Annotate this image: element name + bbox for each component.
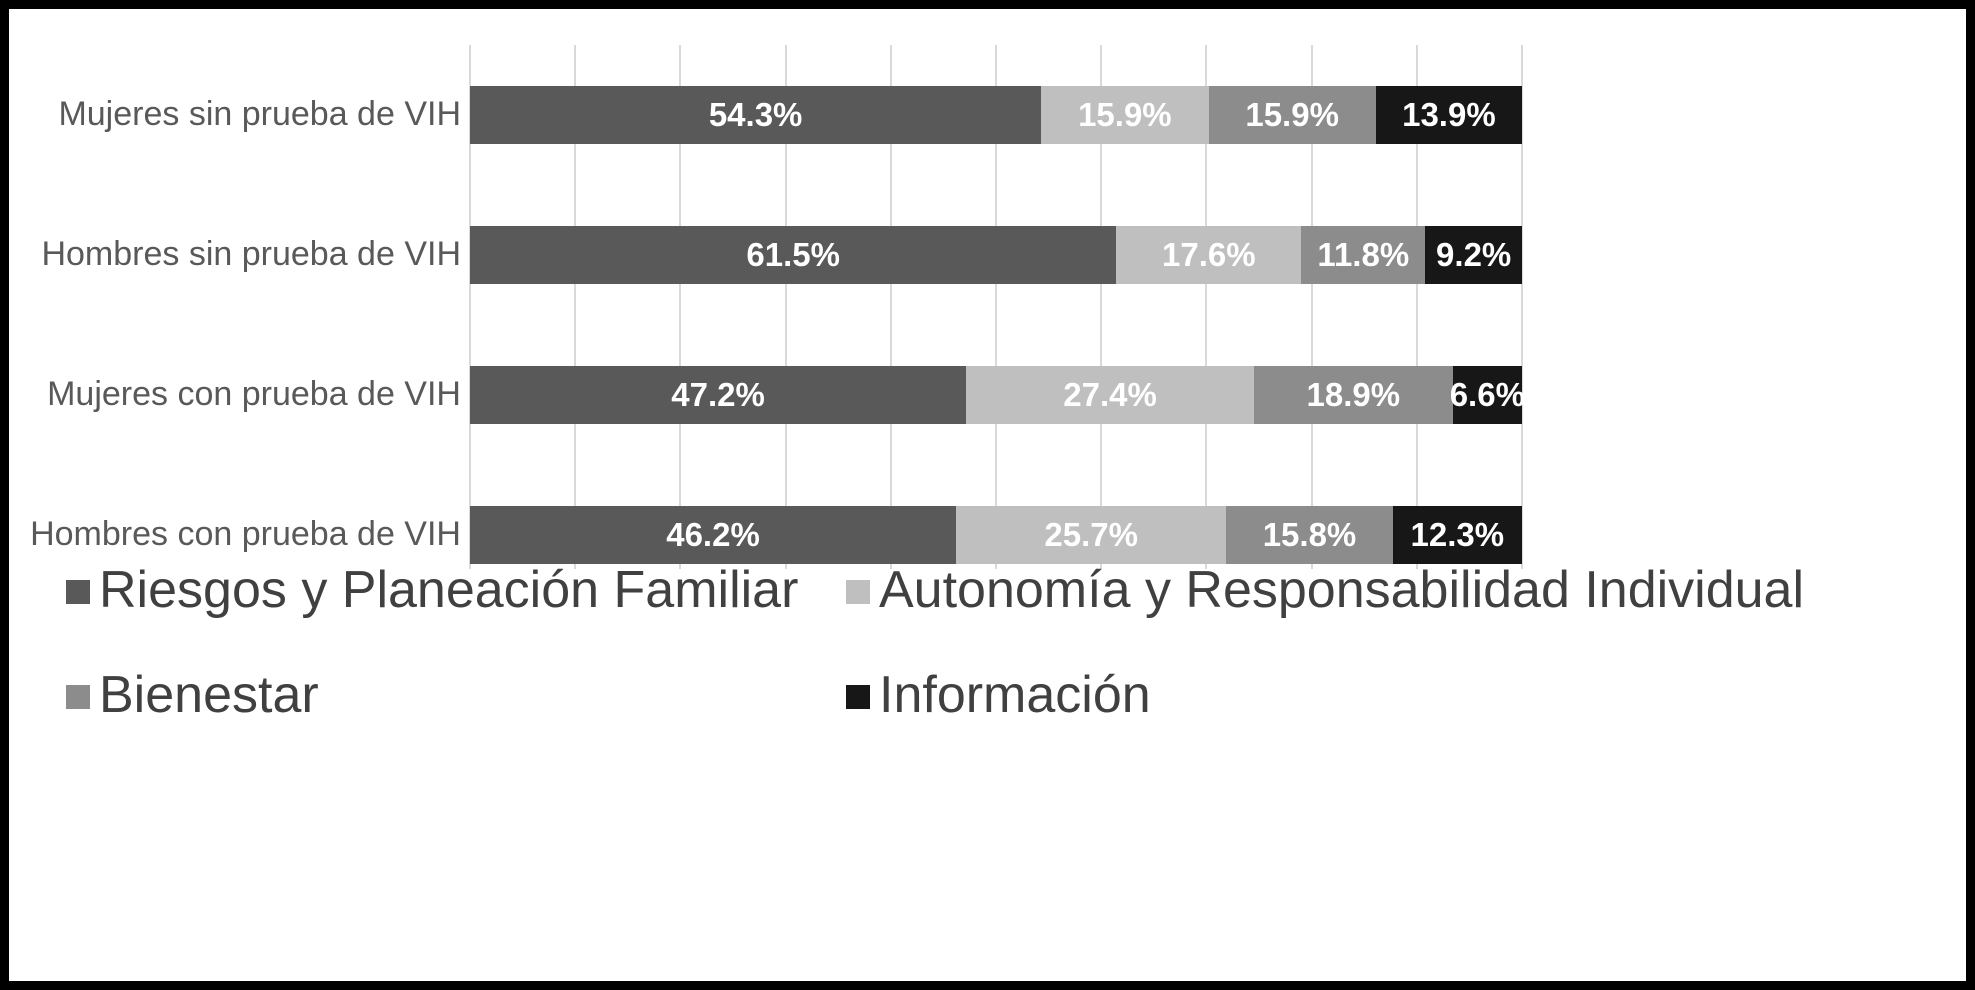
segment-value-label: 6.6% bbox=[1449, 376, 1525, 413]
segment-value-label: 15.9% bbox=[1245, 96, 1339, 133]
segment-value-label: 12.3% bbox=[1410, 516, 1505, 553]
segment-value-label: 25.7% bbox=[1044, 516, 1138, 553]
gridline bbox=[469, 45, 471, 569]
bar-segment: 15.9% bbox=[1041, 86, 1209, 144]
segment-value-label: 11.8% bbox=[1317, 236, 1410, 273]
bar-track: 47.2% 27.4% 18.9% 6.6% bbox=[470, 366, 1525, 424]
bar-row: Hombres sin prueba de VIH 61.5% 17.6% 11.8%… bbox=[9, 185, 1966, 325]
bar-segment: 9.2% bbox=[1425, 226, 1522, 284]
bar-rows: Mujeres sin prueba de VIH 54.3% 15.9% 15.9%… bbox=[9, 45, 1966, 605]
category-label: Hombres con prueba de VIH bbox=[30, 515, 461, 554]
legend-item: Riesgos y Planeación Familiar bbox=[66, 559, 846, 621]
grid-layer bbox=[469, 45, 1523, 569]
legend-item: Información bbox=[846, 664, 1804, 726]
legend-item: Bienestar bbox=[66, 664, 846, 726]
legend-item: Autonomía y Responsabilidad Individual bbox=[846, 559, 1804, 621]
segment-value-label: 27.4% bbox=[1063, 376, 1157, 413]
bar-track: 46.2% 25.7% 15.8% 12.3% bbox=[470, 506, 1522, 564]
segment-value-label: 15.8% bbox=[1262, 516, 1357, 553]
plot-area: Mujeres sin prueba de VIH 54.3% 15.9% 15.9%… bbox=[9, 45, 1966, 605]
gridline bbox=[995, 45, 997, 569]
bar-track: 61.5% 17.6% 11.8% 9.2% bbox=[470, 226, 1522, 284]
bar-segment: 15.8% bbox=[1226, 506, 1393, 564]
legend-swatch bbox=[66, 580, 90, 604]
category-label: Mujeres sin prueba de VIH bbox=[58, 95, 461, 134]
segment-value-label: 15.9% bbox=[1078, 96, 1172, 133]
bar-segment: 17.6% bbox=[1116, 226, 1302, 284]
legend-swatch bbox=[846, 685, 870, 709]
bar-segment: 11.8% bbox=[1301, 226, 1426, 284]
gridline bbox=[1310, 45, 1313, 569]
segment-value-label: 18.9% bbox=[1306, 376, 1401, 413]
bar-segment: 54.3% bbox=[470, 86, 1042, 144]
segment-value-label: 61.5% bbox=[746, 236, 840, 273]
segment-value-label: 47.2% bbox=[671, 376, 765, 413]
bar-segment: 12.3% bbox=[1392, 506, 1522, 564]
gridline bbox=[1100, 45, 1103, 569]
bar-segment: 46.2% bbox=[470, 506, 957, 564]
segment-value-label: 13.9% bbox=[1402, 96, 1496, 133]
gridline bbox=[889, 45, 892, 569]
segment-value-label: 17.6% bbox=[1162, 236, 1256, 273]
gridline bbox=[1521, 45, 1523, 569]
stacked-bar-chart: Mujeres sin prueba de VIH 54.3% 15.9% 15.9%… bbox=[9, 9, 1966, 981]
bar-segment: 13.9% bbox=[1375, 86, 1522, 144]
bar-segment: 25.7% bbox=[956, 506, 1227, 564]
bar-segment: 15.9% bbox=[1208, 86, 1376, 144]
gridline bbox=[679, 45, 682, 569]
bar-segment: 27.4% bbox=[966, 366, 1254, 424]
segment-value-label: 46.2% bbox=[666, 516, 760, 553]
legend-swatch bbox=[846, 580, 870, 604]
bar-row: Hombres con prueba de VIH 46.2% 25.7% 15.8%… bbox=[9, 465, 1966, 605]
bar-segment: 61.5% bbox=[470, 226, 1117, 284]
category-label: Hombres sin prueba de VIH bbox=[41, 235, 461, 274]
gridline bbox=[1205, 45, 1208, 569]
bar-segment: 18.9% bbox=[1254, 366, 1453, 424]
legend: Riesgos y Planeación Familiar Autonomía y… bbox=[66, 559, 1804, 726]
segment-value-label: 54.3% bbox=[708, 96, 803, 133]
gridline bbox=[784, 45, 787, 569]
legend-label: Riesgos y Planeación Familiar bbox=[99, 561, 799, 619]
gridline bbox=[1415, 45, 1418, 569]
bar-segment: 47.2% bbox=[470, 366, 967, 424]
gridline bbox=[574, 45, 577, 569]
legend-swatch bbox=[66, 685, 90, 709]
bar-segment: 6.6% bbox=[1449, 366, 1525, 424]
segment-value-label: 9.2% bbox=[1436, 236, 1512, 273]
legend-label: Información bbox=[879, 666, 1151, 724]
category-label: Mujeres con prueba de VIH bbox=[47, 375, 461, 414]
bar-track: 54.3% 15.9% 15.9% 13.9% bbox=[470, 86, 1522, 144]
legend-label: Autonomía y Responsabilidad Individual bbox=[879, 561, 1805, 619]
bar-row: Mujeres con prueba de VIH 47.2% 27.4% 18.9%… bbox=[9, 325, 1966, 465]
bar-row: Mujeres sin prueba de VIH 54.3% 15.9% 15.9%… bbox=[9, 45, 1966, 185]
legend-label: Bienestar bbox=[99, 666, 319, 724]
